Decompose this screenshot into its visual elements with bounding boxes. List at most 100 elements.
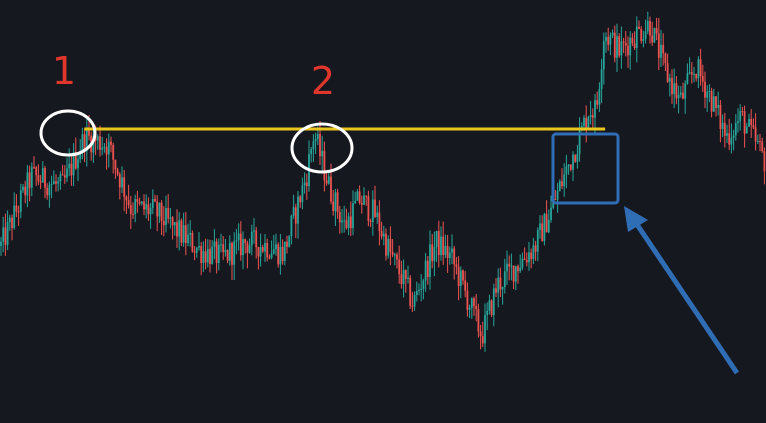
candle-body (712, 96, 715, 112)
candle-body (228, 243, 231, 261)
candle-body (514, 266, 517, 282)
candle-body (37, 175, 40, 182)
candle-body (642, 39, 645, 41)
candle-body (682, 92, 684, 99)
candle-body (48, 184, 51, 196)
candle-body (486, 310, 489, 315)
candle-body (622, 41, 625, 43)
candle-body (378, 212, 381, 232)
candle-body (255, 230, 258, 248)
candle-body (354, 200, 357, 204)
candle-body (171, 217, 174, 226)
candle-body (671, 78, 673, 95)
candle-body (123, 177, 126, 197)
candle-body (411, 305, 414, 307)
candle-body (490, 300, 493, 315)
candle-body (594, 100, 596, 118)
candle-body (290, 215, 293, 237)
candle-body (297, 196, 299, 224)
candle-body (103, 146, 106, 148)
candle-body (235, 240, 238, 242)
candle-body (110, 141, 112, 145)
candle-body (627, 45, 629, 56)
candle-body (675, 83, 678, 99)
candle-body (739, 111, 742, 122)
candle-body (539, 223, 541, 230)
candle-body (400, 274, 403, 285)
candle-body (481, 336, 484, 344)
candle-body (50, 184, 53, 186)
candle-body (301, 185, 304, 203)
candle-body (169, 217, 172, 219)
candle-body (596, 100, 599, 105)
candle-body (156, 201, 159, 217)
candle-body (440, 236, 442, 256)
candle-body (501, 287, 504, 290)
candle-body (2, 227, 5, 242)
candle-body (662, 44, 665, 54)
candle-body (292, 207, 295, 216)
candle-body (19, 190, 22, 212)
candle-body (365, 195, 368, 197)
candle-body (706, 91, 709, 98)
candle-body (167, 207, 170, 219)
candle-body (492, 288, 495, 315)
candle-body (750, 118, 753, 126)
candle-body (213, 241, 216, 247)
candle-body (701, 75, 704, 82)
candle-body (404, 269, 407, 279)
candle-body (305, 182, 308, 187)
candle-body (470, 298, 473, 308)
candle-body (118, 174, 121, 188)
peak-2-circle (290, 122, 354, 174)
candle-body (101, 147, 104, 150)
candle-body (147, 204, 150, 215)
candle-body (275, 244, 277, 250)
candle-body (140, 201, 143, 204)
candle-body (63, 175, 66, 178)
candle-body (433, 247, 436, 262)
candle-body (151, 198, 154, 208)
candle-body (189, 232, 192, 235)
candle-body (83, 134, 86, 152)
candle-body (563, 174, 566, 187)
candle-body (222, 244, 225, 253)
candle-body (220, 244, 222, 246)
candle-body (92, 135, 95, 153)
candle-body (479, 331, 482, 337)
candle-body (574, 154, 577, 162)
candle-body (728, 133, 731, 145)
candle-body (59, 174, 62, 182)
candle-body (690, 72, 693, 75)
candle-body (618, 36, 621, 56)
candle-body (420, 288, 423, 290)
candle-body (668, 78, 671, 82)
candle-body (358, 191, 361, 203)
candle-body (231, 243, 233, 265)
candle-body (550, 207, 552, 221)
candle-body (138, 201, 141, 204)
candle-body (541, 223, 544, 242)
candle-body (134, 199, 137, 215)
candle-body (748, 118, 750, 127)
candle-body (631, 37, 634, 44)
candle-body (635, 26, 638, 49)
candle-body (314, 139, 317, 142)
candle-body (343, 220, 346, 222)
candle-body (184, 225, 187, 244)
candle-body (105, 146, 108, 155)
candle-body (114, 159, 117, 170)
candle-body (444, 245, 447, 256)
candle-body (4, 227, 7, 245)
candle-body (85, 128, 88, 152)
candle-body (587, 117, 590, 129)
candle-body (693, 74, 695, 76)
candle-body (448, 252, 451, 259)
candle-body (202, 251, 205, 263)
candle-body (422, 280, 425, 289)
candle-body (264, 242, 266, 252)
candle-body (74, 152, 77, 169)
candle-body (468, 307, 471, 310)
candle-body (418, 289, 420, 291)
